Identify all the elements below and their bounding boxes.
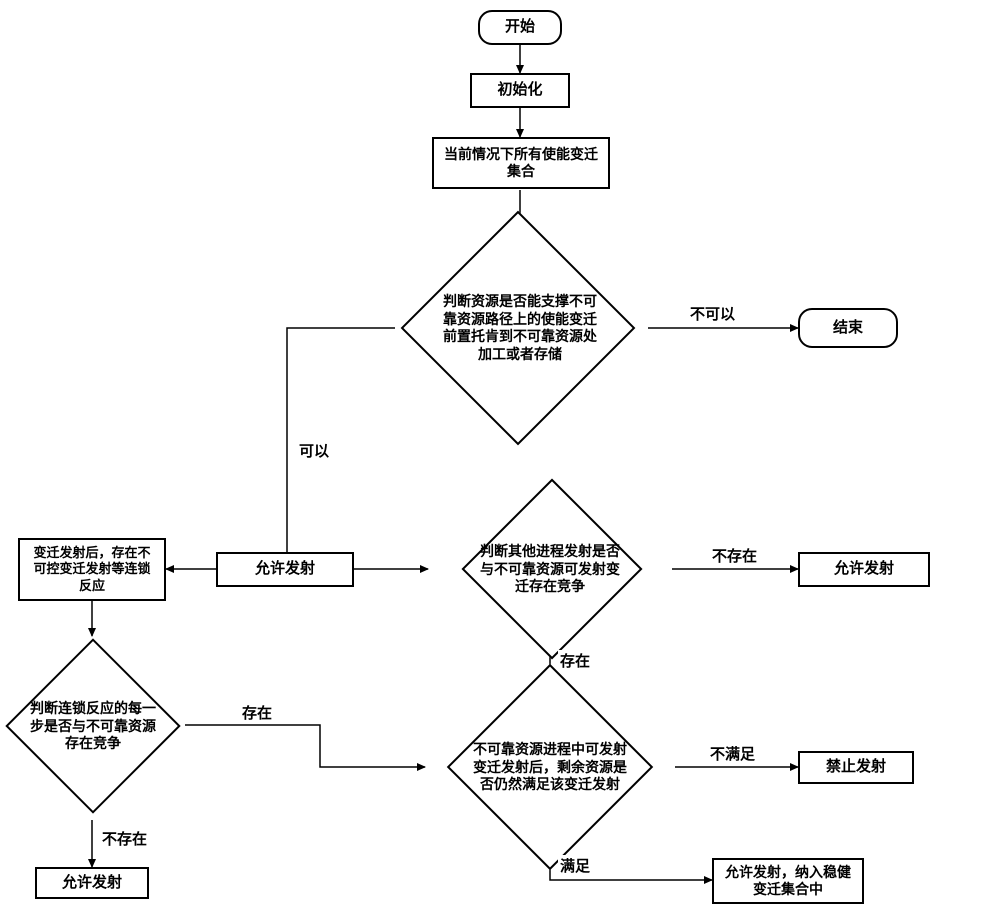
allow-fire-1: 允许发射 [216, 552, 354, 587]
end-node: 结束 [798, 308, 898, 348]
edge-d2-no: 不存在 [710, 545, 759, 566]
edge-d1-yes: 可以 [297, 440, 331, 461]
allow-fire-2: 允许发射 [798, 552, 930, 587]
end-label: 结束 [833, 319, 863, 338]
robust-set-node: 允许发射，纳入稳健变迁集合中 [712, 858, 864, 904]
edge-d3-no: 不存在 [100, 828, 149, 849]
forbid-label: 禁止发射 [826, 758, 886, 777]
allow3-label: 允许发射 [62, 874, 122, 893]
allow1-label: 允许发射 [255, 560, 315, 579]
forbid-fire: 禁止发射 [798, 751, 914, 784]
edge-d4-yes: 满足 [558, 855, 592, 876]
edge-d3-yes: 存在 [240, 702, 274, 723]
decision-chain-compete: 判断连锁反应的每一步是否与不可靠资源存在竞争 [3, 636, 183, 816]
edge-d2-yes: 存在 [558, 650, 592, 671]
decision-resource-support: 判断资源是否能支撑不可靠资源路径上的使能变迁前置托肯到不可靠资源处加工或者存储 [395, 235, 645, 421]
init-node: 初始化 [470, 73, 570, 108]
init-label: 初始化 [497, 81, 542, 100]
edge-d4-no: 不满足 [708, 743, 757, 764]
edge-d1-no: 不可以 [688, 303, 737, 324]
allow2-label: 允许发射 [834, 560, 894, 579]
chain-label: 变迁发射后，存在不可控变迁发射等连锁反应 [28, 545, 156, 594]
chain-reaction-node: 变迁发射后，存在不可控变迁发射等连锁反应 [18, 538, 166, 601]
flowchart-canvas: 开始 初始化 当前情况下所有使能变迁集合 判断资源是否能支撑不可靠资源路径上的使… [0, 0, 1000, 912]
enabled-label: 当前情况下所有使能变迁集合 [442, 146, 600, 181]
allow-fire-3: 允许发射 [35, 867, 149, 899]
start-node: 开始 [478, 10, 562, 45]
decision-remaining-resource: 不可靠资源进程中可发射变迁发射后，剩余资源是否仍然满足该变迁发射 [425, 680, 675, 854]
start-label: 开始 [505, 18, 535, 37]
decision-other-process-compete: 判断其他进程发射是否与不可靠资源可发射变迁存在竞争 [428, 490, 672, 648]
enabled-set-node: 当前情况下所有使能变迁集合 [432, 137, 610, 189]
robust-label: 允许发射，纳入稳健变迁集合中 [722, 864, 854, 899]
